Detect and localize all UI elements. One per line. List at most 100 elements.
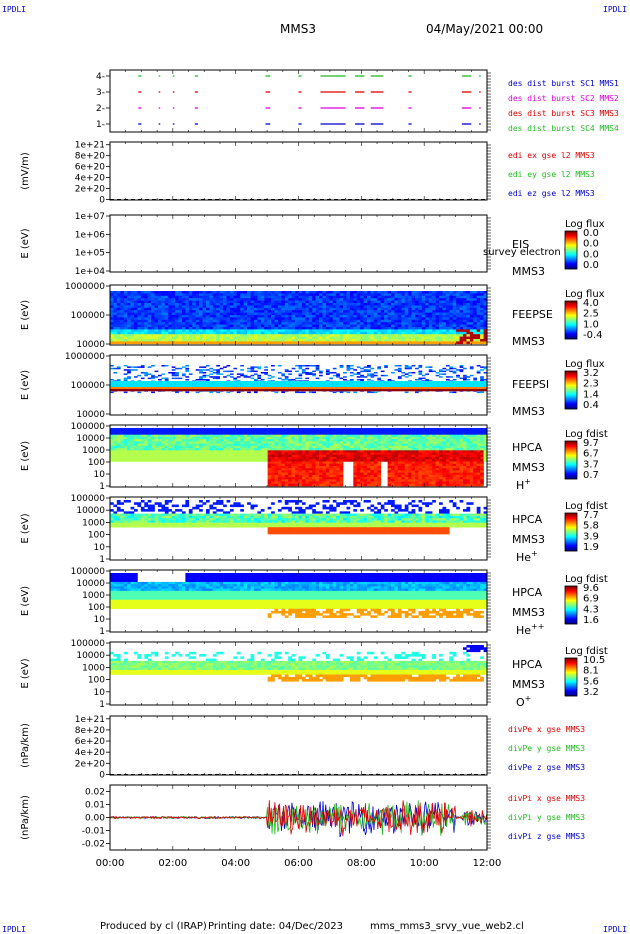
heatmap-cell xyxy=(442,315,447,318)
heatmap-cell xyxy=(435,312,440,316)
heatmap-cell xyxy=(271,439,275,442)
heatmap-cell xyxy=(291,472,296,476)
heatmap-cell xyxy=(212,341,217,345)
heatmap-cell xyxy=(373,293,378,297)
heatmap-cell xyxy=(271,474,275,478)
heatmap-cell xyxy=(236,445,241,449)
heatmap-cell xyxy=(260,324,265,328)
heatmap-cell xyxy=(267,477,272,480)
heatmap-cell xyxy=(363,303,368,306)
heatmap-cell xyxy=(442,322,447,325)
heatmap-cell xyxy=(247,391,251,394)
heatmap-cell xyxy=(397,334,402,337)
heatmap-cell xyxy=(308,341,313,345)
heatmap-cell xyxy=(373,303,378,306)
heatmap-cell xyxy=(257,448,262,451)
heatmap-cell xyxy=(360,319,364,323)
heatmap-cell xyxy=(469,389,474,392)
heatmap-cell xyxy=(233,436,238,440)
heatmap-cell xyxy=(151,334,155,337)
legend-entry: edi ez gse l2 MMS3 xyxy=(508,189,595,198)
heatmap-cell xyxy=(236,322,241,325)
heatmap-cell xyxy=(435,339,440,342)
heatmap-cell xyxy=(449,389,454,392)
heatmap-cell xyxy=(147,445,152,449)
heatmap-cell xyxy=(397,381,402,388)
heatmap-cell xyxy=(154,322,159,325)
heatmap-cell xyxy=(281,436,286,440)
heatmap-cell xyxy=(212,307,217,311)
heatmap-cell xyxy=(483,379,488,381)
heatmap-cell xyxy=(226,445,231,449)
heatmap-cell xyxy=(271,303,275,306)
heatmap-cell xyxy=(157,341,162,345)
heatmap-cell xyxy=(181,300,186,304)
heatmap-cell xyxy=(133,434,138,438)
heatmap-cell xyxy=(315,334,320,337)
heatmap-cell xyxy=(240,329,244,333)
heatmap-cell xyxy=(476,387,481,390)
heatmap-cell xyxy=(161,365,166,367)
heatmap-cell xyxy=(459,307,464,311)
heatmap-cell xyxy=(253,432,258,435)
heatmap-cell xyxy=(144,448,148,451)
heatmap-cell xyxy=(164,459,169,462)
heatmap-cell xyxy=(247,389,251,392)
heatmap-cell xyxy=(219,315,224,318)
colorbar-cell xyxy=(565,400,577,402)
heatmap-cell xyxy=(171,372,176,374)
heatmap-cell xyxy=(219,317,224,321)
heatmap-cell xyxy=(267,463,272,467)
heatmap-cell xyxy=(164,317,169,321)
heatmap-cell xyxy=(391,310,395,313)
heatmap-cell xyxy=(144,452,148,456)
heatmap-cell xyxy=(469,298,474,301)
heatmap-cell xyxy=(188,329,193,333)
heatmap-cell xyxy=(216,372,220,374)
heatmap-cell xyxy=(130,305,135,309)
heatmap-cell xyxy=(195,454,200,458)
heatmap-cell xyxy=(164,327,169,330)
heatmap-cell xyxy=(473,387,478,390)
heatmap-cell xyxy=(432,307,436,311)
heatmap-cell xyxy=(346,334,351,337)
heatmap-cell xyxy=(151,319,155,323)
heatmap-cell xyxy=(250,312,255,316)
heatmap-cell xyxy=(384,300,388,304)
heatmap-cell xyxy=(116,432,121,435)
heatmap-cell xyxy=(476,336,481,340)
heatmap-cell xyxy=(185,293,190,297)
heatmap-cell xyxy=(325,387,330,390)
heatmap-cell xyxy=(260,434,265,438)
heatmap-cell xyxy=(130,298,135,301)
heatmap-cell xyxy=(209,293,214,297)
heatmap-cell xyxy=(463,310,467,313)
heatmap-cell xyxy=(123,341,128,345)
heatmap-cell xyxy=(401,389,406,392)
heatmap-cell xyxy=(459,377,464,380)
heatmap-cell xyxy=(229,441,234,444)
heatmap-cell xyxy=(199,327,203,330)
heatmap-cell xyxy=(356,379,361,381)
heatmap-cell xyxy=(192,334,196,337)
heatmap-cell xyxy=(199,317,203,321)
heatmap-cell xyxy=(380,310,385,313)
colorbar-cell xyxy=(565,392,577,394)
heatmap-cell xyxy=(449,327,454,330)
heatmap-cell xyxy=(181,457,186,460)
heatmap-cell xyxy=(164,436,169,440)
heatmap-cell xyxy=(147,436,152,440)
heatmap-cell xyxy=(459,291,464,294)
heatmap-cell xyxy=(415,367,419,370)
heatmap-cell xyxy=(151,459,155,462)
heatmap-cell xyxy=(147,293,152,297)
heatmap-cell xyxy=(288,387,292,390)
heatmap-cell xyxy=(223,441,227,444)
heatmap-cell xyxy=(329,312,334,316)
heatmap-cell xyxy=(329,334,334,337)
heatmap-cell xyxy=(188,387,193,390)
heatmap-cell xyxy=(418,379,423,381)
heatmap-cell xyxy=(216,305,220,309)
heatmap-cell xyxy=(387,341,392,345)
heatmap-cell xyxy=(127,370,131,373)
